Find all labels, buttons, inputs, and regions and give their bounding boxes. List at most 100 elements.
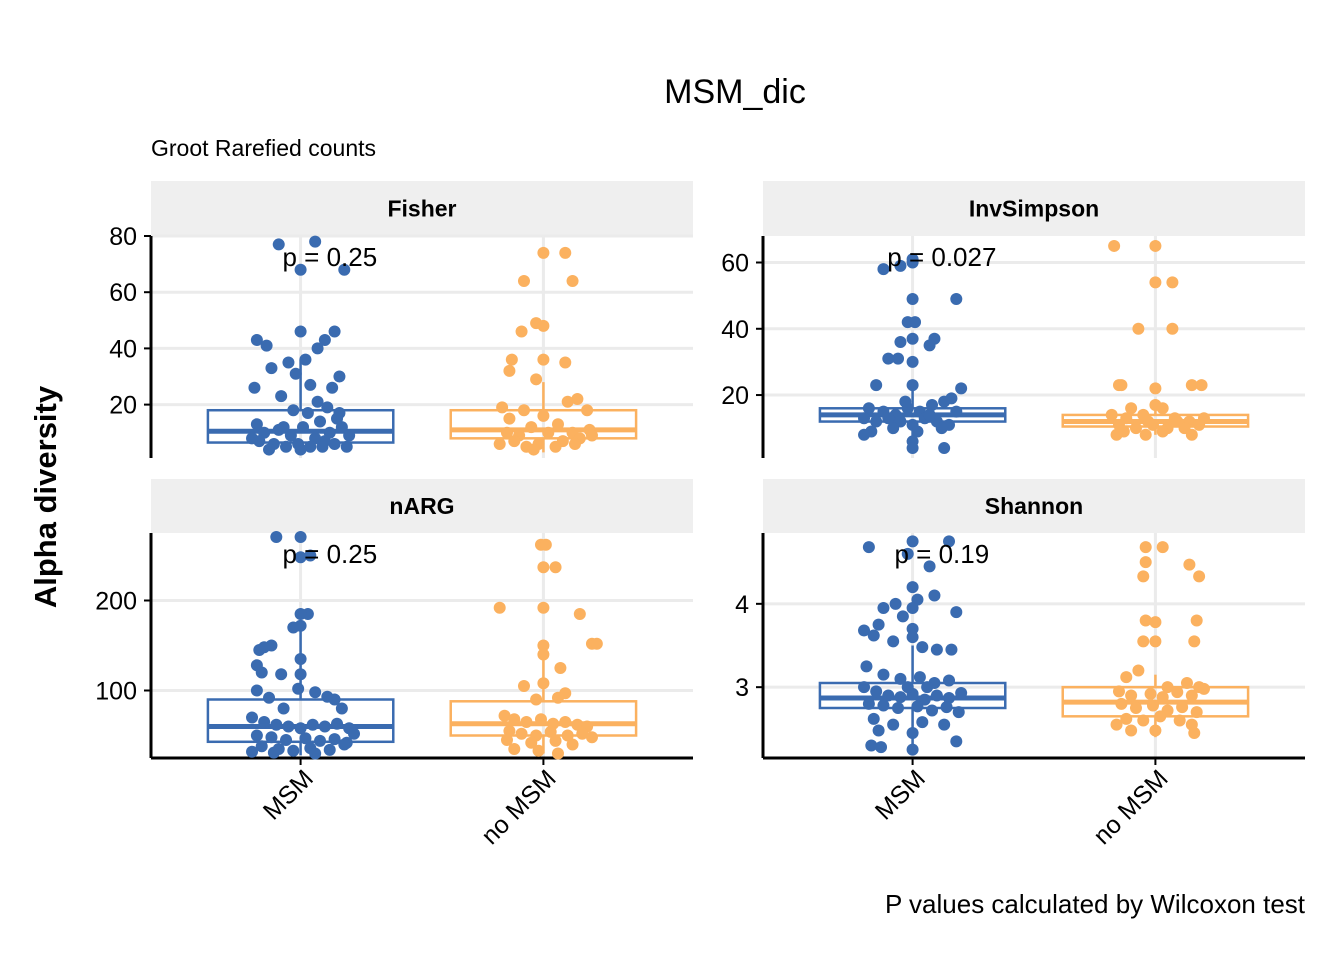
y-tick-label: 60 bbox=[109, 279, 137, 307]
y-tick-label: 20 bbox=[721, 382, 749, 410]
data-point bbox=[537, 353, 550, 366]
data-point bbox=[882, 352, 895, 365]
data-point bbox=[872, 618, 885, 631]
data-point bbox=[1185, 379, 1198, 392]
data-point bbox=[299, 353, 312, 366]
facet-strip-label: Fisher bbox=[387, 196, 456, 222]
data-point bbox=[1156, 402, 1169, 415]
data-point bbox=[923, 560, 936, 573]
data-point bbox=[930, 689, 943, 702]
data-point bbox=[581, 404, 594, 417]
data-point bbox=[906, 332, 919, 345]
data-point bbox=[872, 724, 885, 737]
p-value-label: p = 0.25 bbox=[283, 539, 378, 569]
data-point bbox=[1171, 686, 1184, 699]
data-point bbox=[280, 440, 293, 453]
data-point bbox=[1149, 276, 1162, 289]
facet-panels: Fisher 20 40 60 80 p = 0.25 InvSimpson 20 40 60 p … bbox=[95, 181, 1305, 850]
data-point bbox=[306, 718, 319, 731]
data-point bbox=[515, 325, 528, 338]
data-point bbox=[328, 693, 341, 706]
data-point bbox=[348, 727, 361, 740]
data-point bbox=[1171, 415, 1184, 428]
data-point bbox=[935, 422, 948, 435]
data-point bbox=[955, 382, 968, 395]
data-point bbox=[906, 442, 919, 455]
data-point bbox=[882, 412, 895, 425]
data-point bbox=[862, 541, 875, 554]
data-point bbox=[258, 716, 271, 728]
data-point bbox=[906, 355, 919, 368]
data-point bbox=[331, 717, 344, 730]
panel-narg: nARG 100 200 MSM no MSM p = 0.25 bbox=[95, 479, 693, 850]
data-point bbox=[551, 691, 564, 704]
data-point bbox=[1139, 556, 1152, 569]
box-msm bbox=[206, 698, 395, 744]
data-point bbox=[246, 711, 259, 724]
data-point bbox=[877, 263, 890, 276]
data-point bbox=[1125, 689, 1138, 702]
data-point bbox=[299, 732, 312, 745]
data-point bbox=[1110, 428, 1123, 441]
data-point bbox=[1139, 541, 1152, 554]
data-point bbox=[515, 727, 528, 740]
data-point bbox=[294, 668, 307, 681]
data-point bbox=[328, 733, 341, 746]
data-point bbox=[318, 435, 331, 448]
data-point bbox=[289, 367, 302, 380]
data-point bbox=[911, 700, 924, 713]
data-point bbox=[877, 668, 890, 681]
data-point bbox=[862, 697, 875, 710]
data-point bbox=[265, 731, 278, 744]
data-point bbox=[901, 547, 914, 560]
data-point bbox=[537, 601, 550, 614]
data-point bbox=[309, 747, 322, 760]
data-point bbox=[559, 716, 572, 728]
y-tick-label: 200 bbox=[95, 588, 137, 616]
data-point bbox=[250, 684, 263, 697]
data-point bbox=[1137, 714, 1150, 727]
data-point bbox=[530, 373, 543, 386]
data-point bbox=[923, 408, 936, 421]
data-point bbox=[304, 549, 317, 562]
data-point bbox=[894, 691, 907, 704]
data-point bbox=[1105, 408, 1118, 421]
data-point bbox=[1176, 701, 1189, 714]
data-point bbox=[1129, 702, 1142, 714]
data-point bbox=[549, 734, 562, 747]
data-point bbox=[1144, 687, 1157, 700]
data-point bbox=[265, 362, 278, 375]
data-point bbox=[534, 713, 547, 726]
y-tick-label: 40 bbox=[109, 335, 137, 363]
box-no-msm bbox=[449, 700, 638, 737]
data-point bbox=[503, 725, 516, 737]
data-point bbox=[275, 668, 288, 681]
data-point bbox=[314, 734, 327, 747]
facet-strip bbox=[151, 181, 693, 236]
data-point bbox=[1166, 276, 1179, 289]
data-point bbox=[858, 428, 871, 441]
facet-strip-label: nARG bbox=[389, 493, 454, 519]
data-point bbox=[551, 747, 564, 760]
data-point bbox=[294, 722, 307, 735]
data-point bbox=[1112, 685, 1125, 698]
data-point bbox=[517, 680, 530, 692]
facet-strip bbox=[763, 181, 1305, 236]
data-point bbox=[926, 398, 939, 411]
data-point bbox=[1120, 712, 1133, 725]
data-point bbox=[909, 316, 922, 329]
data-point bbox=[338, 263, 351, 276]
data-point bbox=[1193, 570, 1206, 583]
chart-title: MSM_dic bbox=[664, 73, 806, 111]
data-point bbox=[328, 437, 341, 450]
data-point bbox=[892, 352, 905, 365]
data-point bbox=[906, 256, 919, 269]
data-point bbox=[576, 727, 589, 740]
data-point bbox=[573, 608, 586, 620]
data-point bbox=[318, 720, 331, 733]
panel-fisher: Fisher 20 40 60 80 p = 0.25 bbox=[109, 181, 693, 458]
data-point bbox=[505, 353, 518, 366]
data-point bbox=[321, 401, 334, 414]
data-point bbox=[1197, 682, 1210, 695]
data-point bbox=[1185, 428, 1198, 441]
